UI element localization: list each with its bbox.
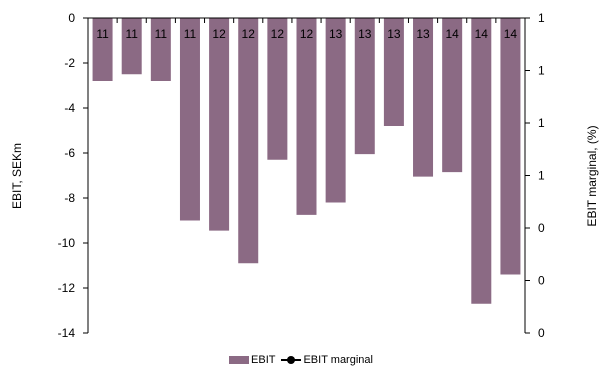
y-tick-label: 0: [68, 11, 75, 25]
bar: [179, 18, 200, 221]
bar-series: [92, 18, 521, 304]
x-tick-label: 12: [242, 27, 256, 41]
axes: [83, 17, 530, 334]
x-tick-label: 11: [125, 27, 138, 41]
bar: [121, 18, 142, 75]
legend-label-ebit: EBIT: [251, 353, 276, 366]
y-tick-label: -12: [58, 281, 76, 295]
legend-swatch-ebit: [229, 355, 250, 364]
y2-tick-label: 1: [538, 64, 545, 78]
y-axis-title: EBIT, SEKm: [10, 143, 24, 209]
bar: [296, 18, 317, 215]
bar: [354, 18, 375, 155]
y-tick-label: -10: [58, 236, 76, 250]
legend-item-ebit-margin: EBIT marginal: [281, 354, 373, 366]
y2-axis-title: EBIT marginal, (%): [585, 125, 599, 226]
bar: [209, 18, 230, 231]
x-tick-label: 14: [504, 27, 518, 41]
x-tick-label: 12: [271, 27, 285, 41]
bar: [325, 18, 346, 203]
x-tick-label: 14: [445, 27, 459, 41]
x-tick-label: 13: [329, 27, 343, 41]
x-tick-label: 13: [416, 27, 430, 41]
legend-label-ebit-margin: EBIT marginal: [303, 353, 373, 366]
x-tick-label: 13: [387, 27, 401, 41]
bar: [238, 18, 259, 264]
bar: [92, 18, 113, 81]
bar: [413, 18, 434, 177]
y2-tick-label: 1: [538, 169, 545, 183]
bar: [150, 18, 171, 81]
y2-tick-label: 0: [538, 326, 545, 340]
bar: [383, 18, 404, 126]
x-tick-label: 12: [300, 27, 314, 41]
y-tick-label: -8: [64, 191, 75, 205]
y-tick-label: -14: [58, 326, 76, 340]
y2-tick-label: 1: [538, 11, 545, 25]
x-tick-label: 14: [475, 27, 489, 41]
y2-tick-label: 1: [538, 116, 545, 130]
legend: EBIT EBIT marginal: [0, 352, 602, 367]
x-tick-label: 12: [212, 27, 226, 41]
x-tick-label: 13: [358, 27, 372, 41]
y-tick-label: -6: [64, 146, 75, 160]
y2-tick-label: 0: [538, 221, 545, 235]
x-tick-label: 11: [184, 27, 197, 41]
y2-tick-label: 0: [538, 274, 545, 288]
y-tick-label: -4: [64, 101, 75, 115]
x-tick-label: 11: [155, 27, 168, 41]
bar: [471, 18, 492, 304]
x-tick-label: 11: [96, 27, 109, 41]
bar: [267, 18, 288, 160]
bar: [442, 18, 463, 173]
bar: [500, 18, 521, 275]
legend-swatch-ebit-margin: [281, 355, 302, 364]
y-tick-label: -2: [64, 56, 75, 70]
legend-item-ebit: EBIT: [229, 354, 275, 366]
